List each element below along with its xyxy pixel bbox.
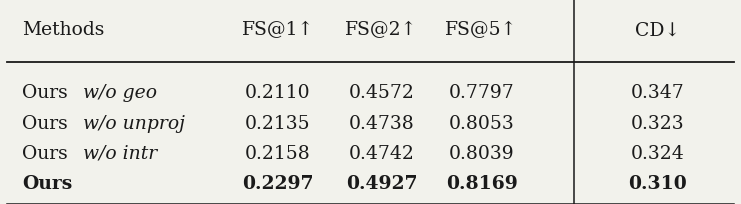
Text: w/o intr: w/o intr (83, 144, 157, 162)
Text: 0.4738: 0.4738 (349, 114, 414, 132)
Text: 0.2297: 0.2297 (242, 174, 313, 192)
Text: 0.8039: 0.8039 (449, 144, 514, 162)
Text: 0.323: 0.323 (631, 114, 685, 132)
Text: FS@5↑: FS@5↑ (445, 21, 518, 39)
Text: 0.8053: 0.8053 (449, 114, 514, 132)
Text: 0.4927: 0.4927 (346, 174, 417, 192)
Text: w/o geo: w/o geo (83, 84, 157, 102)
Text: FS@2↑: FS@2↑ (345, 21, 418, 39)
Text: Methods: Methods (22, 21, 104, 39)
Text: 0.4742: 0.4742 (349, 144, 414, 162)
Text: 0.310: 0.310 (628, 174, 687, 192)
Text: 0.8169: 0.8169 (446, 174, 517, 192)
Text: w/o unproj: w/o unproj (83, 114, 185, 132)
Text: 0.7797: 0.7797 (449, 84, 514, 102)
Text: Ours: Ours (22, 144, 74, 162)
Text: 0.2158: 0.2158 (245, 144, 310, 162)
Text: 0.324: 0.324 (631, 144, 685, 162)
Text: Ours: Ours (22, 84, 74, 102)
Text: Ours: Ours (22, 114, 74, 132)
Text: 0.347: 0.347 (631, 84, 685, 102)
Text: 0.2135: 0.2135 (245, 114, 310, 132)
Text: Ours: Ours (22, 174, 73, 192)
Text: CD↓: CD↓ (635, 21, 680, 39)
Text: 0.2110: 0.2110 (245, 84, 310, 102)
Text: FS@1↑: FS@1↑ (242, 21, 314, 39)
Text: 0.4572: 0.4572 (349, 84, 414, 102)
